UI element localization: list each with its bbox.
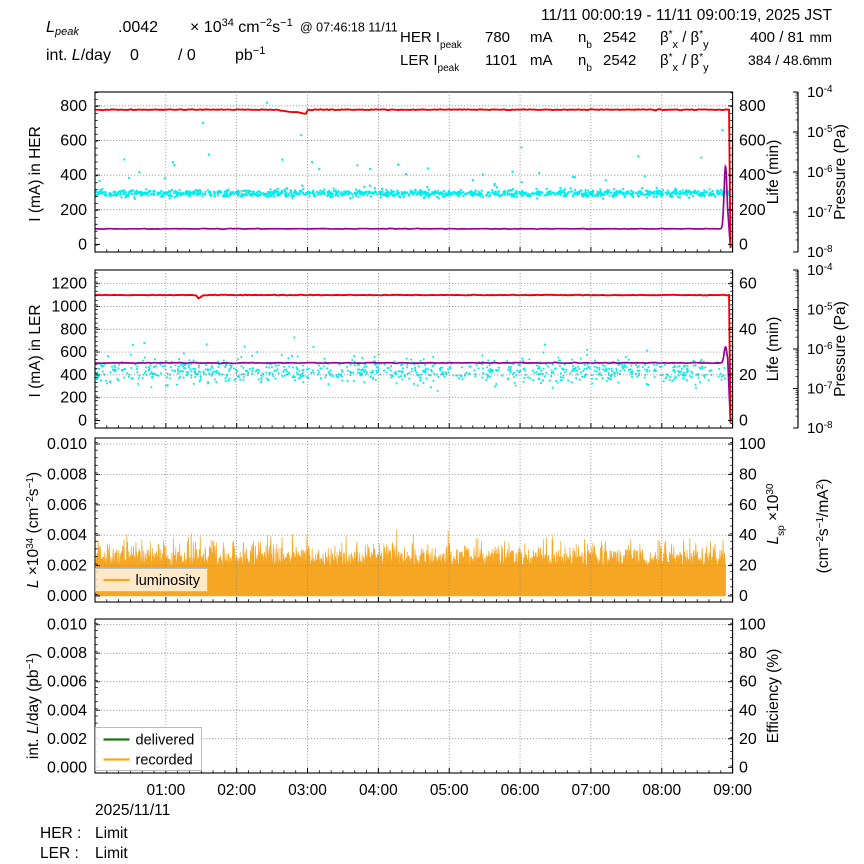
svg-text:800: 800 [60,98,87,115]
svg-text:60: 60 [739,276,757,293]
svg-text:0.000: 0.000 [47,588,87,605]
svg-text:08:00: 08:00 [642,782,681,799]
svg-text:/ 0: / 0 [178,47,196,64]
svg-text:20: 20 [739,558,757,575]
svg-text:600: 600 [60,132,87,149]
svg-text:400 / 81: 400 / 81 [750,29,804,46]
svg-text:HER :: HER : [40,825,81,842]
svg-text:600: 600 [739,132,766,149]
svg-text:100: 100 [739,436,766,453]
svg-text:mA: mA [530,29,553,46]
svg-text:mA: mA [530,52,553,69]
svg-text:09:00: 09:00 [713,782,752,799]
svg-text:02:00: 02:00 [217,782,256,799]
svg-text:40: 40 [739,321,757,338]
svg-text:1200: 1200 [51,276,87,293]
svg-text:0.004: 0.004 [47,702,87,719]
svg-text:03:00: 03:00 [288,782,327,799]
svg-text:100: 100 [739,617,766,634]
svg-text:Life (min): Life (min) [765,140,782,205]
svg-text:Limit: Limit [95,825,128,842]
svg-text:@ 07:46:18 11/11: @ 07:46:18 11/11 [300,21,398,35]
svg-text:0.004: 0.004 [47,527,87,544]
svg-text:07:00: 07:00 [572,782,611,799]
svg-text:I (mA) in HER: I (mA) in HER [27,126,44,222]
svg-text:80: 80 [739,645,757,662]
svg-text:Pressure (Pa): Pressure (Pa) [832,301,849,397]
svg-text:2542: 2542 [603,52,636,69]
svg-text:0: 0 [78,412,87,429]
svg-text:1000: 1000 [51,298,87,315]
svg-text:delivered: delivered [136,733,195,749]
svg-text:384 / 48.6: 384 / 48.6 [748,52,810,68]
svg-text:LER :: LER : [40,845,79,862]
svg-text:1101: 1101 [485,52,517,69]
svg-text:Pressure (Pa): Pressure (Pa) [832,124,849,220]
svg-text:20: 20 [739,367,757,384]
svg-text:200: 200 [60,390,87,407]
svg-text:05:00: 05:00 [430,782,469,799]
svg-text:luminosity: luminosity [136,573,201,589]
svg-text:0.006: 0.006 [47,674,87,691]
svg-text:40: 40 [739,527,757,544]
svg-text:0: 0 [78,236,87,253]
svg-text:0: 0 [739,588,748,605]
svg-text:0: 0 [130,47,139,64]
svg-text:0.008: 0.008 [47,466,87,483]
svg-text:400: 400 [60,167,87,184]
svg-text:400: 400 [739,167,766,184]
svg-text:0: 0 [739,412,748,429]
svg-text:40: 40 [739,702,757,719]
svg-text:× 1034 cm−2s−1: × 1034 cm−2s−1 [190,17,293,36]
svg-text:0: 0 [739,759,748,776]
svg-text:Life (min): Life (min) [765,317,782,382]
svg-text:int. L/day: int. L/day [46,47,111,64]
svg-text:600: 600 [60,344,87,361]
svg-text:11/11 00:00:19 - 11/11 09:00:1: 11/11 00:00:19 - 11/11 09:00:19, 2025 JS… [541,7,833,24]
svg-text:200: 200 [60,202,87,219]
svg-text:200: 200 [739,202,766,219]
svg-text:800: 800 [739,98,766,115]
svg-text:mm: mm [810,30,833,45]
svg-text:Limit: Limit [95,845,128,862]
svg-text:780: 780 [485,29,510,46]
svg-text:04:00: 04:00 [359,782,398,799]
svg-text:0.006: 0.006 [47,497,87,514]
svg-text:20: 20 [739,731,757,748]
svg-text:2542: 2542 [603,29,636,46]
svg-text:0.010: 0.010 [47,436,87,453]
svg-text:0.002: 0.002 [47,731,87,748]
svg-text:L ×1034 (cm−2s−1): L ×1034 (cm−2s−1) [25,472,43,588]
svg-text:0.000: 0.000 [47,759,87,776]
svg-text:peak: peak [54,26,79,38]
svg-text:800: 800 [60,321,87,338]
svg-text:0.010: 0.010 [47,617,87,634]
svg-text:0.008: 0.008 [47,645,87,662]
svg-text:I (mA) in LER: I (mA) in LER [27,304,44,397]
svg-text:60: 60 [739,674,757,691]
svg-text:400: 400 [60,367,87,384]
svg-text:2025/11/11: 2025/11/11 [95,802,170,819]
svg-text:.0042: .0042 [118,19,158,36]
svg-text:80: 80 [739,466,757,483]
svg-text:recorded: recorded [136,753,193,769]
svg-text:60: 60 [739,497,757,514]
svg-text:mm: mm [810,53,833,68]
svg-text:01:00: 01:00 [146,782,185,799]
svg-text:L: L [46,19,55,36]
svg-text:0: 0 [739,236,748,253]
svg-text:06:00: 06:00 [501,782,540,799]
svg-text:Efficiency (%): Efficiency (%) [765,649,782,743]
svg-text:0.002: 0.002 [47,558,87,575]
